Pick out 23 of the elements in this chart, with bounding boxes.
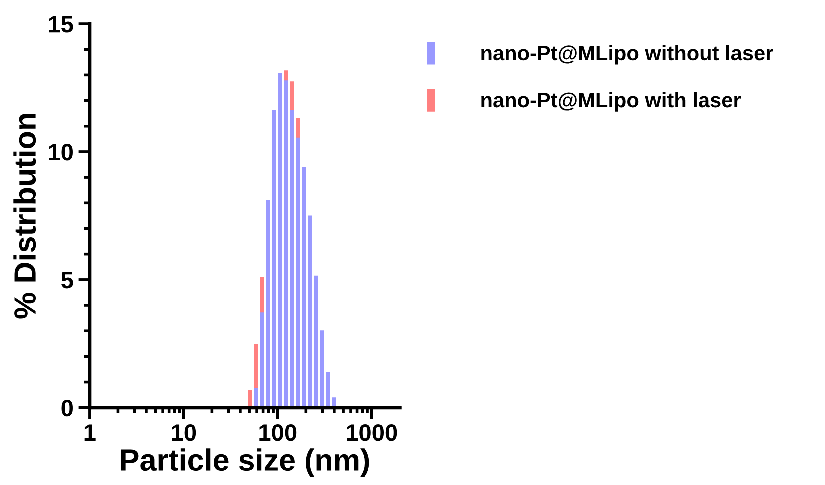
- x-tick-label: 1: [84, 424, 96, 441]
- y-axis-title: % Distribution: [14, 114, 36, 319]
- bar: [248, 390, 252, 408]
- x-tick-label: 100: [260, 424, 297, 442]
- bar: [320, 330, 324, 408]
- y-tick-label: 5: [62, 272, 74, 289]
- bar: [314, 276, 318, 408]
- bar: [260, 312, 264, 408]
- x-tick-label: 10: [172, 424, 196, 442]
- bar: [326, 372, 330, 408]
- y-tick-label: 15: [49, 16, 74, 33]
- bar: [302, 167, 306, 408]
- bar: [272, 110, 276, 408]
- x-tick-label: 1000: [347, 424, 398, 442]
- x-axis-title: Particle size (nm): [121, 448, 370, 478]
- bar: [266, 200, 270, 408]
- bar: [278, 73, 282, 408]
- bar: [308, 216, 312, 408]
- y-tick-label: 10: [49, 144, 73, 161]
- legend-label: nano-Pt@MLipo with laser: [482, 92, 742, 112]
- legend-label: nano-Pt@MLipo without laser: [482, 45, 774, 65]
- y-tick-label: 0: [62, 400, 73, 417]
- bar: [254, 388, 258, 408]
